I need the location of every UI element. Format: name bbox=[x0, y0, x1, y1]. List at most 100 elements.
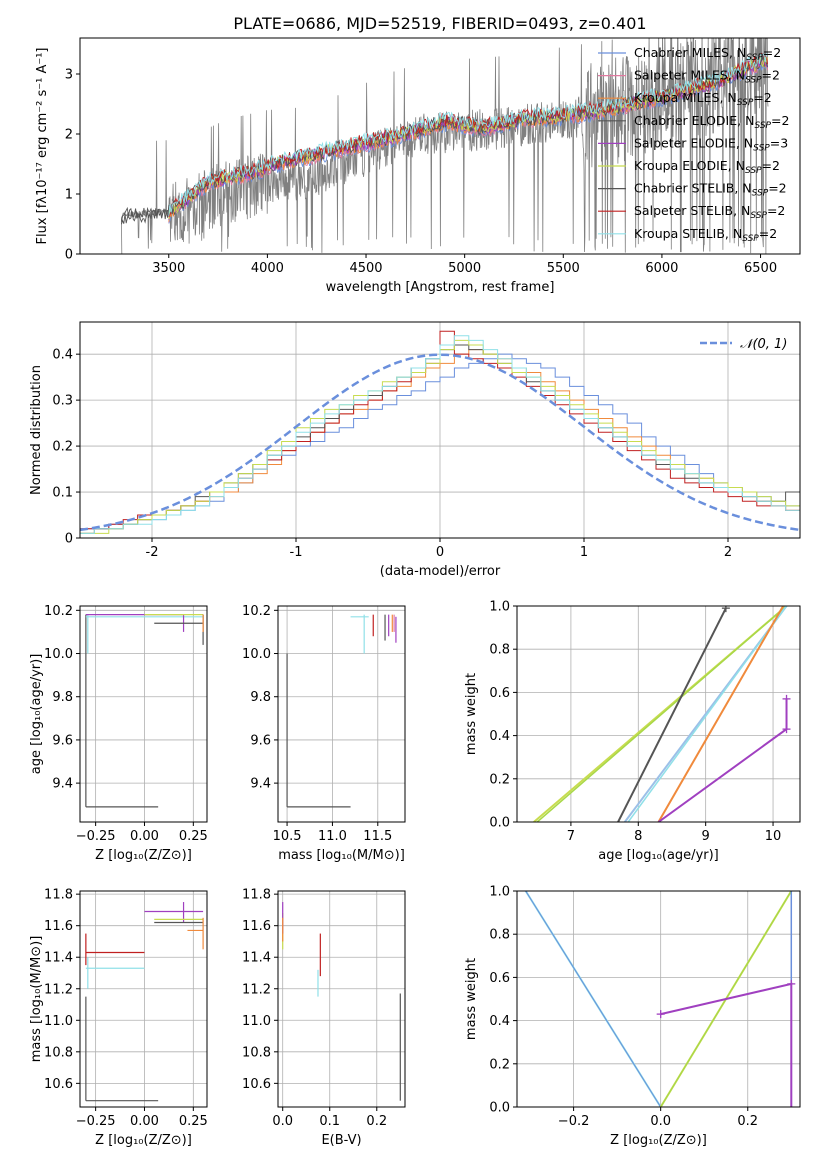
plot-area bbox=[80, 330, 800, 534]
axes-frame bbox=[277, 605, 406, 823]
y-tick-label: 10.6 bbox=[242, 1077, 271, 1092]
y-tick-label: 10.8 bbox=[242, 1045, 271, 1060]
y-tick-label: 0.4 bbox=[52, 348, 73, 363]
x-tick-label: 7 bbox=[567, 829, 575, 844]
x-tick-label: 9 bbox=[702, 829, 710, 844]
panel-spectrum: 3500 4000 4500 5000 5500 6000 6500 0 1 2 3 waveleng… bbox=[35, 37, 801, 295]
y-tick-label: 0.2 bbox=[489, 1057, 510, 1072]
panel-mass_vs_Z: −0.25 0.00 0.25 10.6 10.8 11.0 11.2 11.4 11.6 11.… bbox=[29, 888, 208, 1148]
normal-curve bbox=[80, 353, 800, 532]
plot-area bbox=[85, 614, 204, 808]
x-tick-label: 5500 bbox=[547, 261, 580, 276]
legend-entry-text: Salpeter STELIB, N bbox=[634, 203, 750, 218]
panel-age_vs_Z: −0.25 0.00 0.25 9.4 9.6 9.8 10.0 10.2 Z [log₁₀(Z… bbox=[29, 604, 208, 863]
x-tick-label: -2 bbox=[146, 545, 159, 560]
x-axis-label: wavelength [Angstrom, rest frame] bbox=[326, 280, 555, 295]
legend-entry: Salpeter ELODIE, NSSP=3 bbox=[634, 135, 788, 153]
cumulative-line bbox=[660, 982, 793, 1107]
x-axis-label: mass [log₁₀(M/M⊙)] bbox=[278, 848, 405, 863]
legend-entry: Chabrier STELIB, NSSP=2 bbox=[634, 181, 787, 199]
model-spectrum bbox=[168, 52, 769, 218]
x-tick-label: 0.00 bbox=[130, 1114, 159, 1129]
x-axis-label: E(B-V) bbox=[321, 1133, 361, 1148]
legend-entry-tail: =2 bbox=[762, 158, 780, 173]
y-axis-label: age [log₁₀(age/yr)] bbox=[29, 654, 44, 775]
x-tick-label: 10 bbox=[765, 829, 782, 844]
x-tick-label: 4000 bbox=[251, 261, 284, 276]
axes-frame bbox=[516, 605, 801, 823]
legend-entry-tail: =2 bbox=[768, 181, 786, 196]
panel-cum_Z: −0.2 0.0 0.2 0.0 0.2 0.4 0.6 0.8 1.0 Z [log₁₀(Z/Z… bbox=[464, 885, 801, 1148]
x-tick-label: 0.2 bbox=[737, 1114, 758, 1129]
x-axis-label: Z [log₁₀(Z/Z⊙)] bbox=[610, 1133, 707, 1148]
y-tick-label: 10.8 bbox=[44, 1045, 73, 1060]
y-tick-label: 11.2 bbox=[242, 982, 271, 997]
cumulative-line bbox=[617, 607, 727, 822]
cumulative-line bbox=[627, 606, 788, 822]
legend-entry: Chabrier ELODIE, NSSP=2 bbox=[634, 113, 789, 131]
axes-frame bbox=[277, 890, 406, 1108]
legend-entry-tail: =2 bbox=[767, 203, 785, 218]
legend-entry-subscript: SSP bbox=[750, 211, 767, 221]
legend-entry: Kroupa ELODIE, NSSP=2 bbox=[634, 158, 780, 176]
legend-entry-text: Kroupa MILES, N bbox=[634, 90, 737, 105]
y-tick-label: 11.0 bbox=[242, 1014, 271, 1029]
legend-entry-tail: =2 bbox=[759, 226, 777, 241]
x-axis-label: Z [log₁₀(Z/Z⊙)] bbox=[95, 1133, 192, 1148]
legend-entry-text: Kroupa STELIB, N bbox=[634, 226, 742, 241]
x-tick-label: 0.2 bbox=[366, 1114, 387, 1129]
y-tick-label: 9.8 bbox=[250, 690, 271, 705]
model-spectrum bbox=[168, 52, 768, 217]
legend-entry-text: Kroupa ELODIE, N bbox=[634, 158, 745, 173]
y-tick-label: 0.4 bbox=[489, 729, 510, 744]
legend-entry: Kroupa STELIB, NSSP=2 bbox=[634, 226, 777, 244]
y-tick-label: 0 bbox=[65, 532, 73, 547]
cumulative-line bbox=[657, 698, 788, 822]
y-tick-label: 10.0 bbox=[44, 647, 73, 662]
axes-frame bbox=[79, 605, 208, 823]
y-tick-label: 11.0 bbox=[44, 1014, 73, 1029]
y-tick-label: 0.2 bbox=[489, 772, 510, 787]
cumulative-line bbox=[525, 891, 662, 1107]
y-tick-label: 11.6 bbox=[44, 919, 73, 934]
panel-residuals: -2 -1 0 1 2 0 0.1 0.2 0.3 0.4 (data-model)/error No… bbox=[29, 321, 801, 579]
y-tick-label: 9.6 bbox=[52, 733, 73, 748]
x-tick-label: −0.25 bbox=[76, 1114, 116, 1129]
legend-entry: 𝒩(0, 1) bbox=[740, 337, 787, 352]
observed-spectrum bbox=[120, 38, 769, 254]
legend-entry-subscript: SSP bbox=[745, 166, 762, 176]
y-tick-label: 1.0 bbox=[489, 600, 510, 615]
axes-frame bbox=[516, 890, 801, 1108]
legend-entry-tail: =2 bbox=[763, 45, 781, 60]
y-axis-label: Normed distribution bbox=[29, 365, 44, 495]
model-spectrum bbox=[168, 57, 768, 222]
legend-entry-subscript: SSP bbox=[746, 53, 763, 63]
y-tick-label: 9.8 bbox=[52, 690, 73, 705]
x-tick-label: 0.25 bbox=[179, 1114, 208, 1129]
legend-entry-tail: =3 bbox=[770, 135, 788, 150]
plot-area bbox=[120, 38, 769, 254]
legend-entry: Chabrier MILES, NSSP=2 bbox=[634, 45, 781, 63]
y-axis-label: mass weight bbox=[464, 958, 479, 1040]
x-tick-label: 3500 bbox=[152, 261, 185, 276]
x-tick-label: −0.2 bbox=[558, 1114, 590, 1129]
legend-entry-text: Salpeter ELODIE, N bbox=[634, 135, 753, 150]
y-tick-label: 0.8 bbox=[489, 643, 510, 658]
y-tick-label: 0.4 bbox=[489, 1014, 510, 1029]
y-tick-label: 0.0 bbox=[489, 1101, 510, 1116]
y-tick-label: 9.4 bbox=[250, 777, 271, 792]
panel-mass_vs_ebv: 0.0 0.1 0.2 10.6 10.8 11.0 11.2 11.4 11.6 11.8 E(B… bbox=[242, 888, 406, 1148]
y-tick-label: 11.2 bbox=[44, 982, 73, 997]
x-tick-label: 11.5 bbox=[363, 829, 392, 844]
legend-entry-text: Chabrier STELIB, N bbox=[634, 181, 752, 196]
plot-area bbox=[533, 606, 791, 822]
legend-entry-subscript: SSP bbox=[745, 76, 762, 86]
y-tick-label: 0.6 bbox=[489, 686, 510, 701]
y-tick-label: 10.2 bbox=[44, 604, 73, 619]
legend-entry-subscript: SSP bbox=[752, 189, 769, 199]
cumulative-line bbox=[536, 606, 788, 822]
panel-cum_age: 7 8 9 10 0.0 0.2 0.4 0.6 0.8 1.0 age [log₁₀(age/yr… bbox=[464, 600, 801, 863]
legend-entry-text: Salpeter MILES, N bbox=[634, 68, 745, 83]
plot-area bbox=[85, 902, 204, 1102]
